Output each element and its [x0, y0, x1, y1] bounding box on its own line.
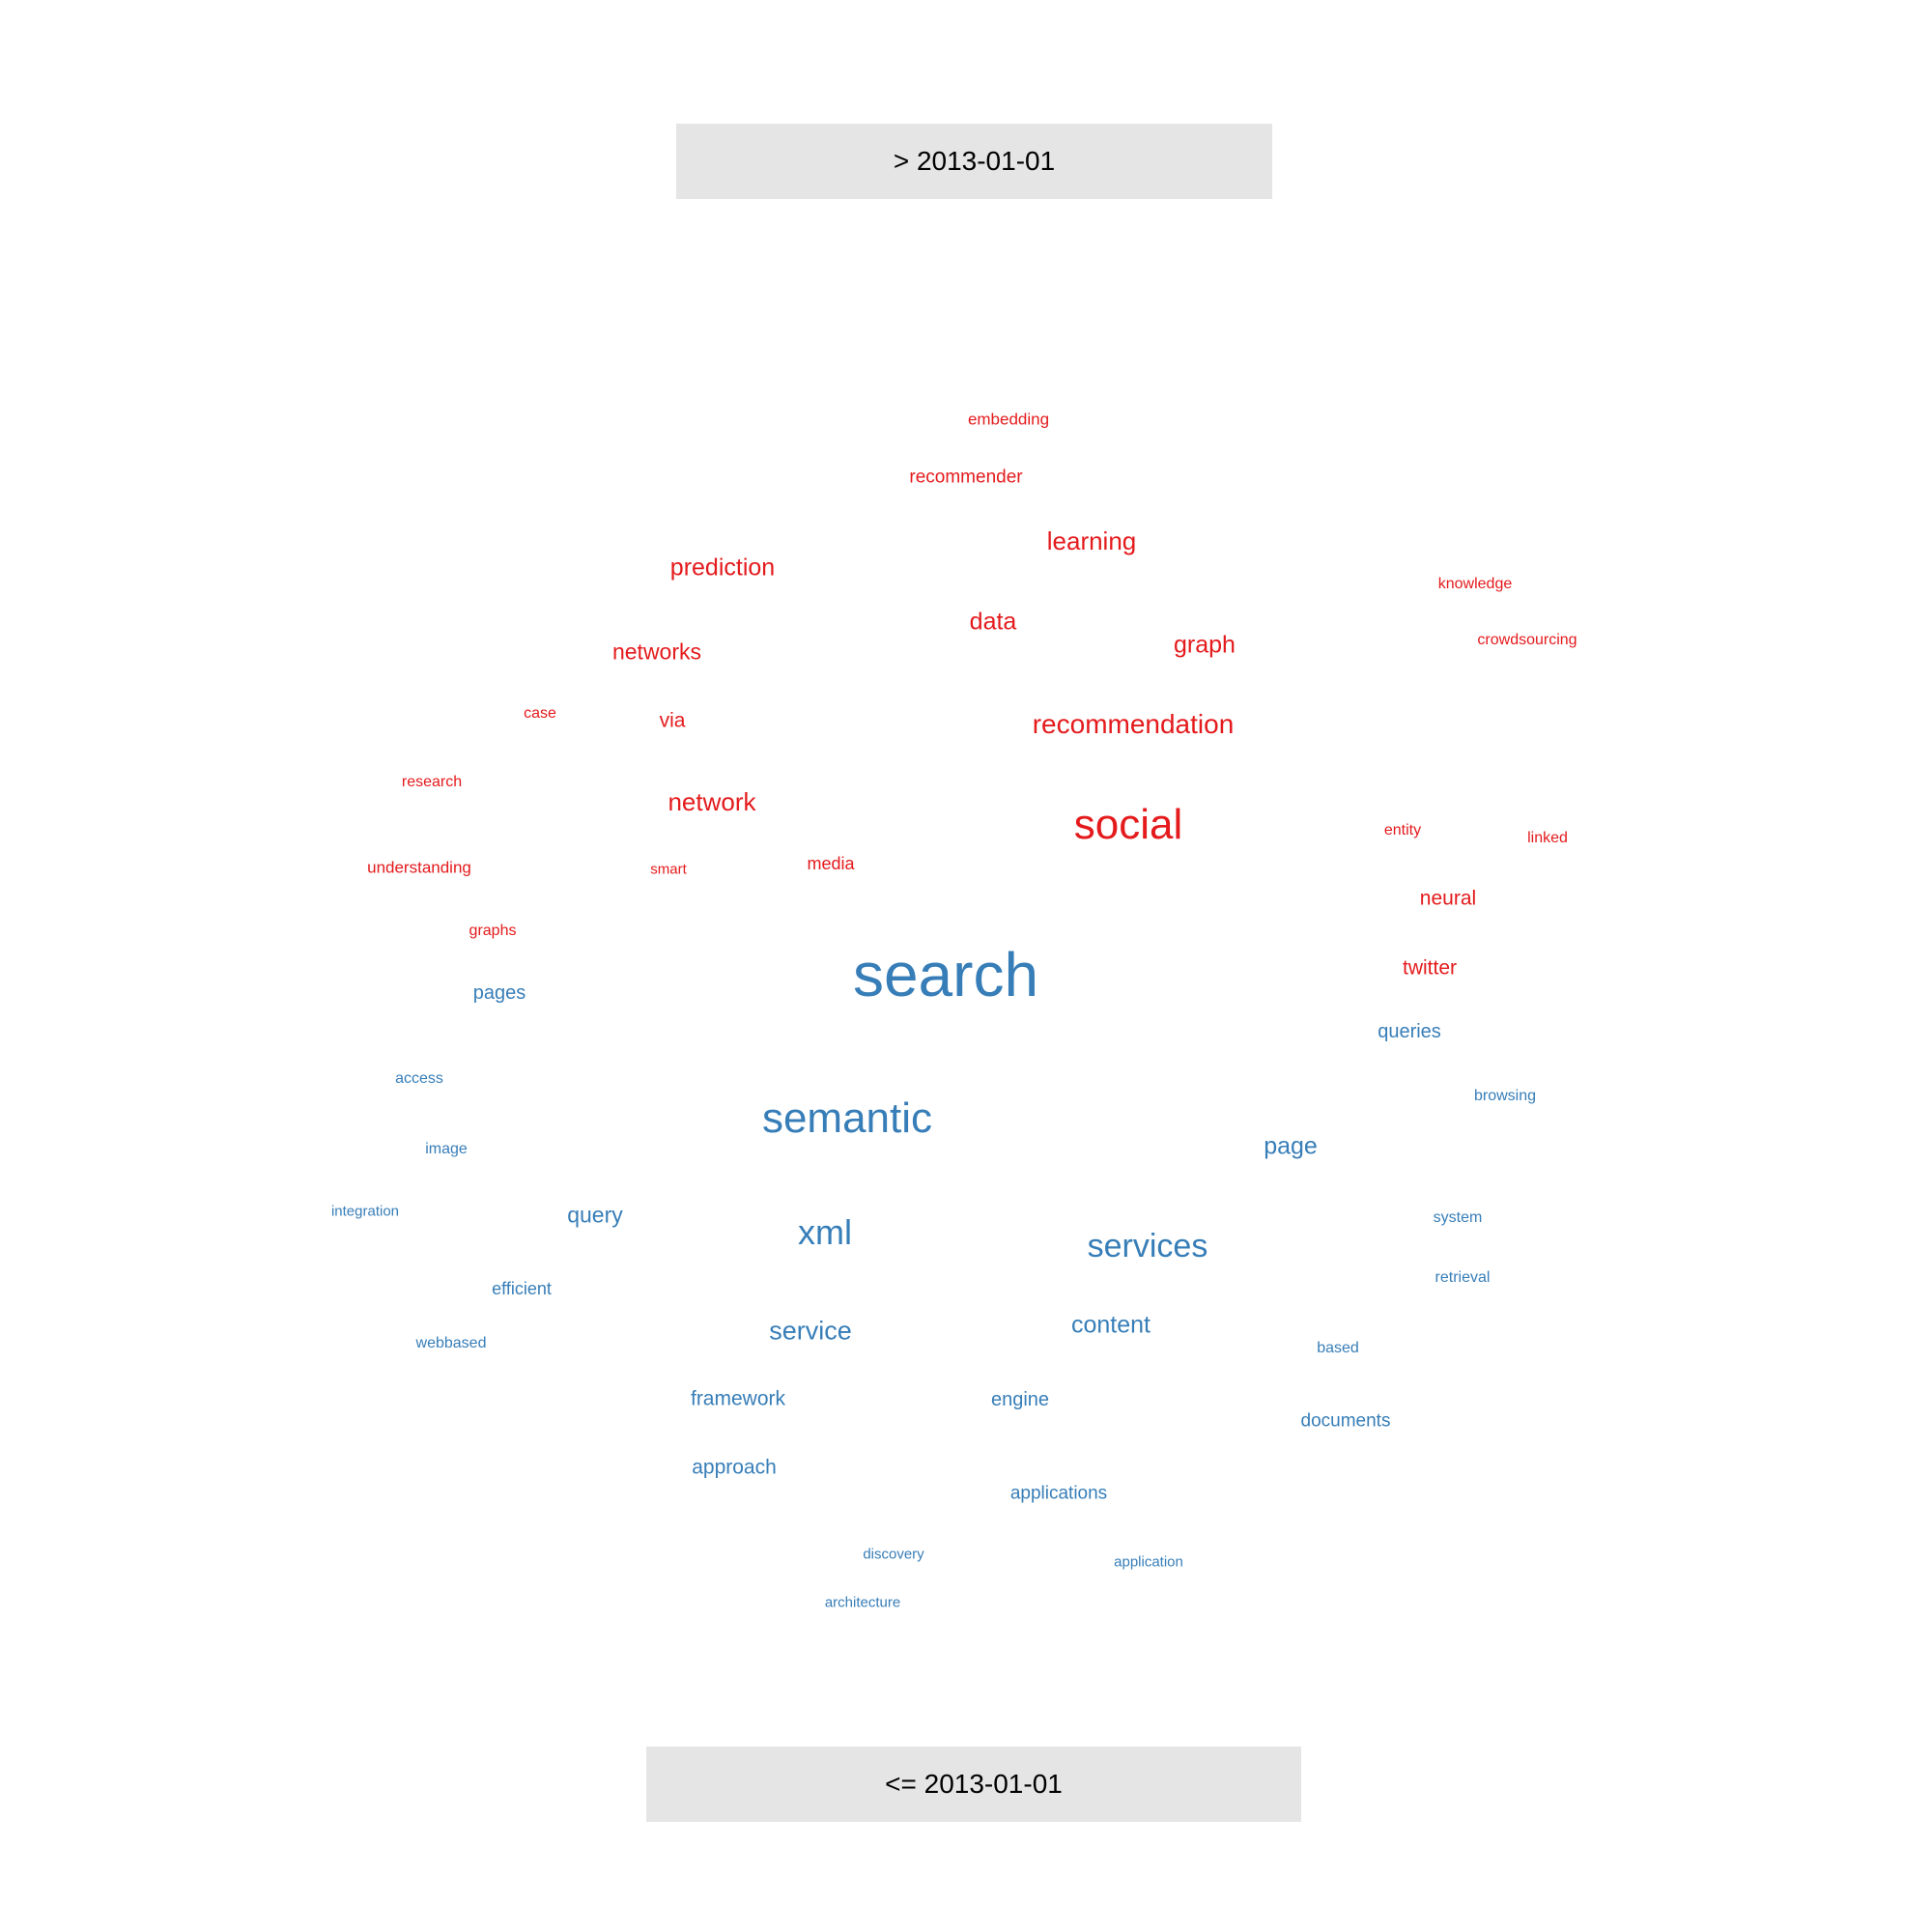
word-smart: smart	[650, 861, 687, 878]
word-search: search	[852, 940, 1039, 1009]
word-neural: neural	[1419, 887, 1477, 910]
word-architecture: architecture	[824, 1594, 901, 1611]
word-recommender: recommender	[909, 467, 1023, 488]
word-based: based	[1317, 1340, 1359, 1356]
word-service: service	[769, 1316, 852, 1346]
word-services: services	[1087, 1228, 1208, 1264]
word-discovery: discovery	[863, 1546, 924, 1563]
word-page: page	[1264, 1132, 1318, 1160]
word-documents: documents	[1300, 1410, 1391, 1432]
word-query: query	[567, 1202, 623, 1228]
word-access: access	[395, 1070, 443, 1087]
word-linked: linked	[1527, 830, 1568, 846]
word-embedding: embedding	[967, 410, 1050, 429]
group-label-newer: > 2013-01-01	[676, 124, 1272, 199]
word-approach: approach	[692, 1456, 777, 1479]
word-learning: learning	[1046, 526, 1137, 555]
word-queries: queries	[1378, 1021, 1441, 1042]
word-understanding: understanding	[367, 858, 471, 877]
word-data: data	[969, 608, 1017, 636]
word-twitter: twitter	[1402, 956, 1458, 980]
word-framework: framework	[690, 1387, 786, 1410]
word-via: via	[659, 709, 686, 732]
word-media: media	[807, 854, 855, 873]
group-label-older: <= 2013-01-01	[646, 1747, 1301, 1822]
word-retrieval: retrieval	[1435, 1269, 1491, 1286]
word-knowledge: knowledge	[1437, 576, 1513, 592]
word-efficient: efficient	[492, 1279, 552, 1298]
word-xml: xml	[798, 1212, 852, 1252]
word-application: application	[1114, 1553, 1183, 1571]
word-semantic: semantic	[761, 1094, 933, 1142]
word-browsing: browsing	[1473, 1088, 1537, 1104]
word-crowdsourcing: crowdsourcing	[1477, 632, 1577, 648]
word-content: content	[1070, 1311, 1151, 1339]
word-prediction: prediction	[669, 554, 776, 582]
word-webbased: webbased	[415, 1335, 487, 1351]
word-case: case	[524, 705, 556, 722]
word-graphs: graphs	[469, 923, 517, 939]
word-applications: applications	[1009, 1483, 1108, 1504]
word-research: research	[401, 774, 463, 790]
word-graph: graph	[1174, 631, 1236, 659]
word-network: network	[668, 787, 756, 816]
word-system: system	[1433, 1209, 1483, 1226]
word-pages: pages	[472, 982, 526, 1004]
word-image: image	[425, 1141, 468, 1157]
word-networks: networks	[611, 639, 702, 665]
word-engine: engine	[990, 1389, 1050, 1410]
word-entity: entity	[1383, 822, 1422, 838]
word-social: social	[1073, 801, 1183, 848]
word-integration: integration	[330, 1203, 400, 1220]
word-recommendation: recommendation	[1032, 709, 1235, 739]
